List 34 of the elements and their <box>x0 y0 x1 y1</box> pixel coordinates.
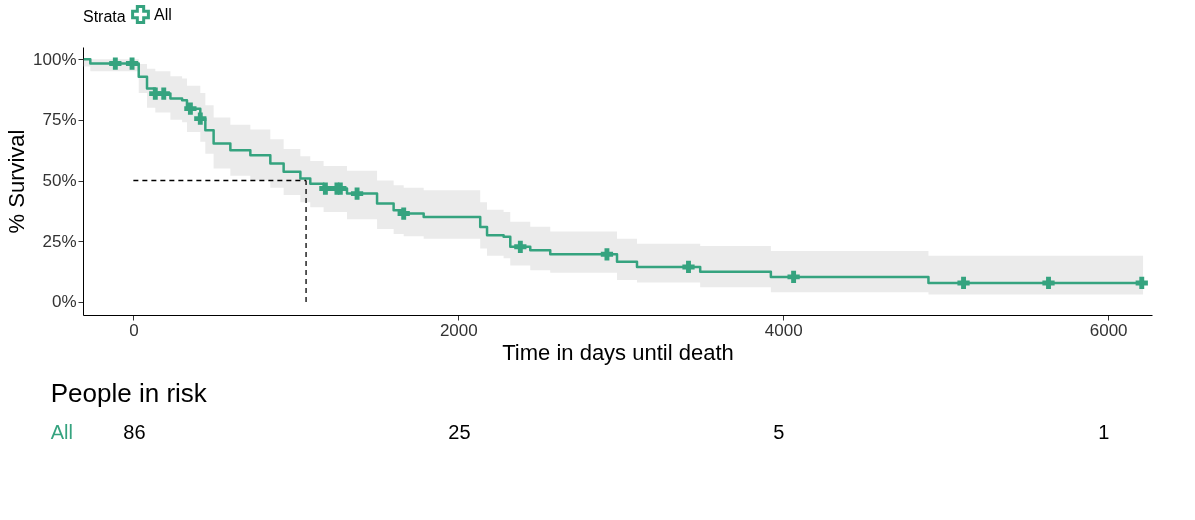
x-tick-label: 2000 <box>439 320 478 340</box>
point <box>157 87 170 100</box>
point <box>125 57 139 70</box>
legend-title: Strata <box>83 8 126 25</box>
point <box>682 260 695 274</box>
y-tick-label: 0% <box>51 292 77 312</box>
legend-label: All <box>154 5 172 23</box>
text: People in risk <box>50 378 208 408</box>
data-label: 86 <box>123 421 146 443</box>
point <box>397 207 410 220</box>
point <box>184 102 197 115</box>
y-tick-label: 75% <box>42 110 77 130</box>
point <box>194 112 207 125</box>
point <box>319 182 332 195</box>
y-axis-title: % Survival <box>4 129 30 234</box>
y-tick-label: 25% <box>42 231 77 251</box>
x-tick-label: 6000 <box>1089 320 1128 340</box>
data-label: 25 <box>448 421 471 443</box>
point <box>787 270 800 284</box>
data-label: 5 <box>773 421 785 443</box>
data-label: 1 <box>1098 421 1110 443</box>
legend-label: All <box>50 421 73 443</box>
x-tick-label: 0 <box>129 320 139 340</box>
point <box>600 248 614 261</box>
point <box>350 187 364 200</box>
x-tick-label: 4000 <box>764 320 803 340</box>
point <box>1042 276 1055 290</box>
y-tick-label: 100% <box>33 49 77 69</box>
y-tick-label: 50% <box>42 171 77 191</box>
point <box>109 57 122 70</box>
point <box>514 240 527 253</box>
point <box>1135 276 1148 290</box>
point <box>957 276 970 290</box>
x-axis-title: Time in days until death <box>502 339 734 365</box>
